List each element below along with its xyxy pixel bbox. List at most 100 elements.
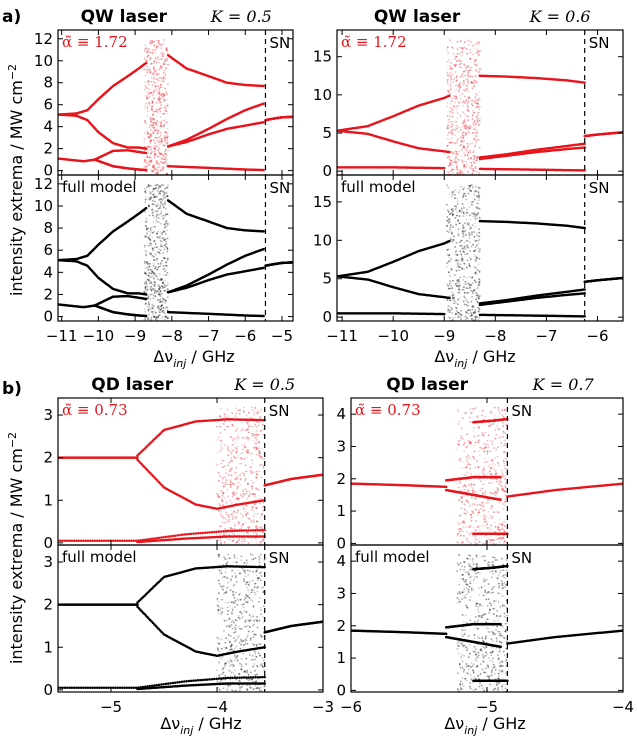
chaos-point — [161, 190, 164, 192]
y-tick-label: 2 — [43, 285, 53, 303]
chaos-point — [164, 148, 167, 151]
chaos-point — [151, 190, 154, 193]
chaos-point — [150, 159, 153, 162]
chaos-point — [455, 124, 458, 127]
chaos-point — [147, 135, 149, 138]
chaos-point — [164, 315, 167, 318]
chaos-point — [465, 298, 468, 301]
chaos-point — [459, 60, 462, 63]
chaos-point — [165, 48, 168, 51]
chaos-point — [159, 83, 162, 86]
chaos-point — [159, 121, 162, 124]
chaos-point — [472, 304, 474, 307]
chaos-point — [149, 238, 152, 241]
chaos-point — [164, 110, 167, 113]
chaos-point — [143, 140, 146, 143]
chaos-point — [452, 172, 454, 175]
chaos-point — [450, 170, 452, 173]
chaos-point — [459, 128, 462, 131]
chaos-point — [452, 207, 454, 210]
chaos-point — [152, 122, 155, 124]
chaos-point — [158, 311, 161, 314]
chaos-point — [453, 300, 456, 303]
chaos-point — [478, 172, 481, 175]
chaos-point — [474, 316, 477, 319]
chaos-point — [151, 288, 154, 291]
chaos-point — [457, 266, 460, 269]
chaos-point — [454, 283, 456, 286]
chaos-point — [461, 74, 464, 77]
chaos-point — [161, 157, 164, 160]
chaos-point — [156, 316, 159, 319]
chaos-point — [158, 102, 161, 104]
chaos-point — [463, 89, 466, 92]
chaos-point — [158, 237, 161, 240]
chaos-point — [455, 307, 458, 310]
chaos-point — [461, 51, 463, 54]
chaos-point — [156, 155, 159, 158]
chaos-point — [162, 63, 165, 66]
chaos-point — [164, 160, 167, 163]
chaos-point — [471, 186, 474, 189]
chaos-point — [465, 287, 468, 290]
alpha-label: α̃ ≡ 1.72 — [62, 33, 128, 51]
chaos-point — [149, 128, 152, 131]
chaos-point — [468, 206, 471, 208]
chaos-point — [146, 55, 149, 58]
axes-frame — [336, 29, 624, 176]
chaos-point — [474, 134, 477, 137]
chaos-point — [477, 186, 480, 189]
chaos-point — [474, 145, 477, 148]
chaos-point — [447, 124, 450, 127]
chaos-point — [467, 151, 470, 154]
branch-point-upper — [144, 61, 148, 65]
chaos-point — [163, 204, 166, 207]
chaos-point — [160, 201, 163, 204]
chaos-point — [474, 298, 477, 301]
chaos-point — [471, 282, 474, 284]
chaos-point — [147, 184, 150, 186]
chaos-point — [448, 156, 451, 158]
chaos-point — [162, 77, 165, 80]
chaos-point — [471, 132, 474, 134]
chaos-point — [477, 295, 480, 298]
chaos-point — [146, 155, 149, 158]
chaos-point — [447, 127, 450, 129]
chaos-point — [448, 131, 450, 134]
chaos-point — [150, 91, 153, 94]
chaos-point — [463, 288, 465, 291]
chaos-point — [457, 278, 460, 281]
chaos-point — [460, 309, 463, 312]
chaos-point — [475, 68, 478, 71]
chaos-point — [149, 239, 152, 242]
chaos-point — [148, 262, 151, 265]
chaos-point — [158, 99, 160, 102]
chaos-point — [152, 305, 155, 307]
chaos-point — [161, 92, 164, 95]
chaos-point — [151, 126, 154, 129]
chaos-point — [475, 232, 478, 235]
chaos-point — [459, 276, 461, 279]
chaos-point — [473, 137, 476, 140]
chaos-point — [477, 207, 480, 210]
chaos-point — [463, 292, 466, 294]
chaos-point — [157, 149, 160, 152]
chaos-point — [472, 312, 475, 315]
chaos-point — [160, 67, 163, 70]
chaos-point — [164, 109, 167, 112]
chaos-point — [155, 73, 158, 76]
y-tick-label: 2 — [43, 140, 53, 158]
chaos-point — [462, 247, 465, 250]
chaos-point — [150, 191, 153, 194]
chaos-point — [454, 251, 457, 254]
chaos-point — [453, 78, 455, 81]
chaos-point — [459, 316, 462, 318]
branch-point-post-mid1 — [262, 102, 265, 105]
chaos-point — [151, 271, 154, 273]
chaos-point — [473, 289, 476, 292]
chaos-point — [467, 169, 470, 172]
chaos-point — [468, 283, 471, 286]
chaos-point — [163, 119, 166, 122]
chaos-point — [454, 160, 457, 163]
chaos-point — [475, 159, 477, 162]
